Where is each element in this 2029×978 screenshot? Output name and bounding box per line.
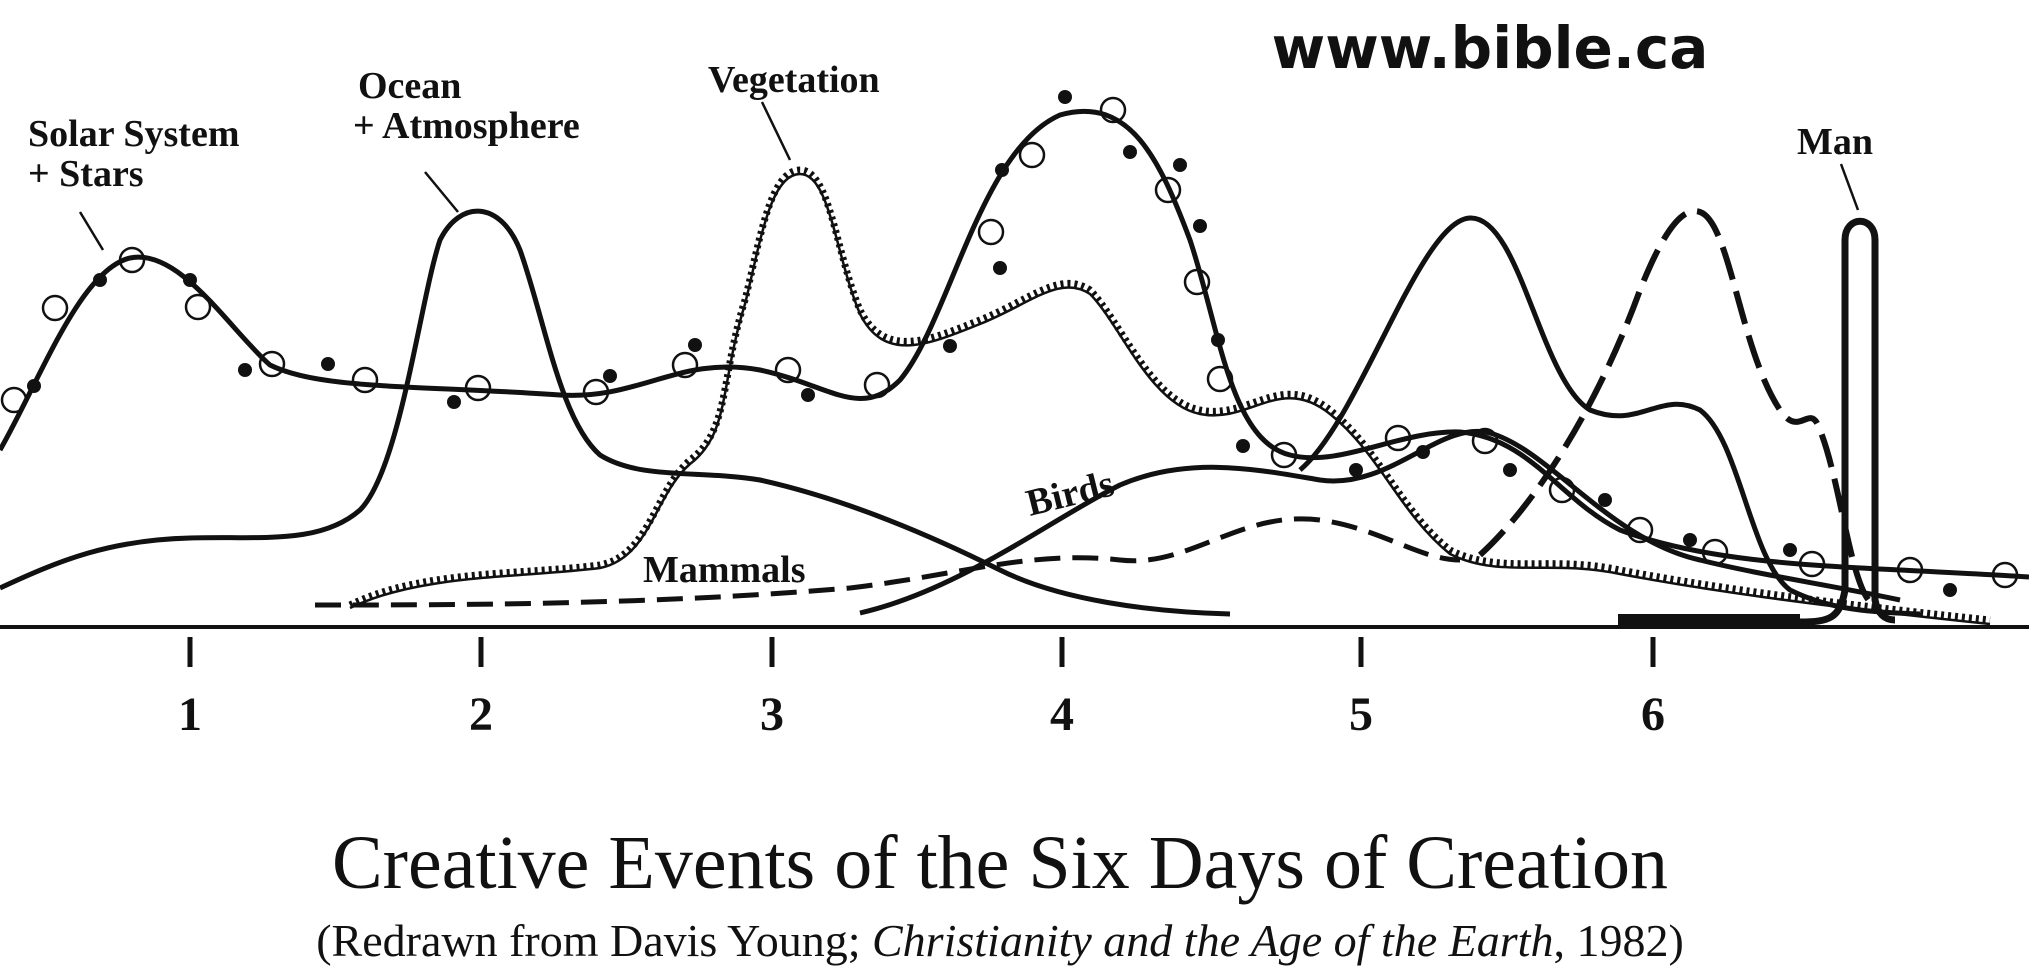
day6-dashed-curve [1477, 208, 1873, 605]
day-ticks [187, 637, 1656, 667]
label-man: Man [1797, 121, 1873, 163]
mammals-curve [314, 516, 1461, 608]
day-label-5: 5 [1349, 688, 1373, 741]
watermark-text: www.bible.ca [1272, 14, 1709, 82]
vegetation-curve [348, 166, 1991, 626]
solar-system-filled-markers [27, 90, 1957, 597]
man-spike [1618, 217, 1896, 626]
day-label-6: 6 [1641, 688, 1665, 741]
solar-system-open-markers [0, 96, 2019, 589]
label-solar-system-line1: Solar System [28, 113, 239, 155]
label-ocean-line1: Ocean [358, 65, 461, 107]
day-label-1: 1 [178, 688, 202, 741]
label-vegetation: Vegetation [708, 59, 880, 101]
diagram-caption: (Redrawn from Davis Young; Christianity … [316, 915, 1684, 966]
day-label-4: 4 [1050, 688, 1074, 741]
solar-system-curve [0, 108, 2029, 580]
caption-suffix: , 1982) [1553, 915, 1683, 966]
caption-book-title: Christianity and the Age of the Earth [872, 915, 1553, 966]
label-mammals: Mammals [643, 549, 806, 591]
diagram-title: Creative Events of the Six Days of Creat… [332, 821, 1668, 905]
birds-curve [859, 428, 1901, 616]
label-solar-system-line2: + Stars [28, 153, 144, 195]
label-pointers [78, 101, 1860, 251]
day5-solid-curve [1298, 215, 1921, 617]
day-label-2: 2 [469, 688, 493, 741]
day-label-3: 3 [760, 688, 784, 741]
caption-prefix: (Redrawn from Davis Young; [316, 915, 872, 966]
ocean-atmosphere-curve [0, 208, 1231, 617]
label-ocean-line2: + Atmosphere [353, 105, 580, 147]
